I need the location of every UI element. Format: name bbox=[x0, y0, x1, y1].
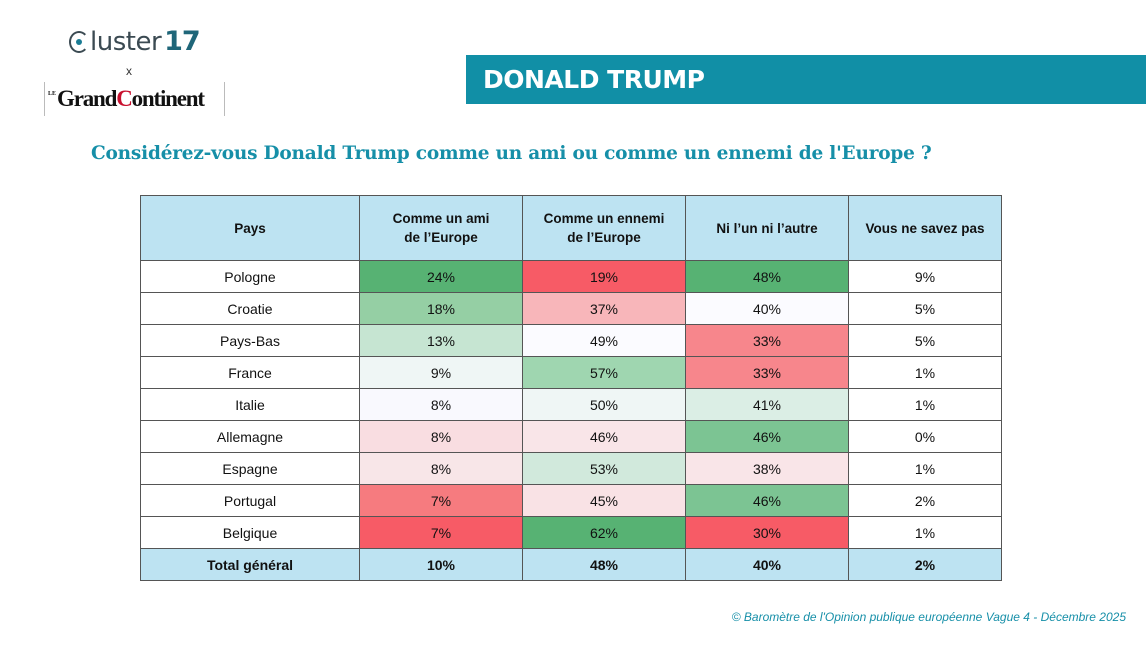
value-cell: 53% bbox=[522, 452, 686, 485]
value-cell: 40% bbox=[685, 292, 849, 325]
table-row: Italie 8% 50% 41% 1% bbox=[140, 388, 1002, 421]
column-header-line: de l’Europe bbox=[567, 230, 641, 245]
value-cell: 13% bbox=[359, 324, 523, 357]
table-row: Allemagne 8% 46% 46% 0% bbox=[140, 420, 1002, 453]
total-value-cell: 48% bbox=[522, 548, 686, 581]
total-label: Total général bbox=[140, 548, 360, 581]
value-cell: 18% bbox=[359, 292, 523, 325]
cluster-c-icon bbox=[69, 31, 89, 53]
country-cell: Portugal bbox=[140, 484, 360, 517]
value-cell: 1% bbox=[848, 356, 1002, 389]
table-row: Pays-Bas 13% 49% 33% 5% bbox=[140, 324, 1002, 357]
table-row: France 9% 57% 33% 1% bbox=[140, 356, 1002, 389]
value-cell: 46% bbox=[522, 420, 686, 453]
column-header-line: de l’Europe bbox=[404, 230, 478, 245]
value-cell: 1% bbox=[848, 516, 1002, 549]
source-footer: © Baromètre de l'Opinion publique europé… bbox=[731, 610, 1126, 624]
value-cell: 48% bbox=[685, 260, 849, 293]
value-cell: 9% bbox=[359, 356, 523, 389]
country-cell: Pologne bbox=[140, 260, 360, 293]
country-cell: Croatie bbox=[140, 292, 360, 325]
value-cell: 33% bbox=[685, 324, 849, 357]
country-cell: Pays-Bas bbox=[140, 324, 360, 357]
value-cell: 19% bbox=[522, 260, 686, 293]
value-cell: 50% bbox=[522, 388, 686, 421]
column-header-line: Pays bbox=[234, 220, 266, 236]
country-cell: Belgique bbox=[140, 516, 360, 549]
column-header-line: Ni l’un ni l’autre bbox=[716, 220, 818, 236]
value-cell: 24% bbox=[359, 260, 523, 293]
value-cell: 9% bbox=[848, 260, 1002, 293]
total-row: Total général 10% 48% 40% 2% bbox=[140, 548, 1002, 581]
table-body: Pologne 24% 19% 48% 9% Croatie 18% 37% 40% 5% Pays… bbox=[140, 260, 1002, 581]
country-cell: Espagne bbox=[140, 452, 360, 485]
country-cell: France bbox=[140, 356, 360, 389]
total-value-cell: 2% bbox=[848, 548, 1002, 581]
value-cell: 62% bbox=[522, 516, 686, 549]
value-cell: 49% bbox=[522, 324, 686, 357]
value-cell: 45% bbox=[522, 484, 686, 517]
cluster-logo-number: 17 bbox=[164, 26, 201, 57]
grand-continent-wordmark: GrandContinent bbox=[57, 82, 205, 116]
country-cell: Allemagne bbox=[140, 420, 360, 453]
gc-part1: Grand bbox=[57, 86, 117, 111]
value-cell: 38% bbox=[685, 452, 849, 485]
survey-question: Considérez-vous Donald Trump comme un am… bbox=[91, 143, 932, 164]
column-header-line: Vous ne savez pas bbox=[865, 220, 985, 236]
column-header-0: Pays bbox=[140, 195, 360, 261]
banner-title: DONALD TRUMP bbox=[483, 65, 705, 94]
results-table: Pays Comme un ami de l’Europe Comme un enne… bbox=[140, 195, 1002, 581]
value-cell: 0% bbox=[848, 420, 1002, 453]
value-cell: 7% bbox=[359, 516, 523, 549]
value-cell: 8% bbox=[359, 420, 523, 453]
gc-accent-c: C bbox=[116, 86, 133, 111]
value-cell: 2% bbox=[848, 484, 1002, 517]
value-cell: 46% bbox=[685, 484, 849, 517]
value-cell: 41% bbox=[685, 388, 849, 421]
table-row: Croatie 18% 37% 40% 5% bbox=[140, 292, 1002, 325]
value-cell: 5% bbox=[848, 324, 1002, 357]
value-cell: 8% bbox=[359, 452, 523, 485]
value-cell: 33% bbox=[685, 356, 849, 389]
column-header-3: Ni l’un ni l’autre bbox=[685, 195, 849, 261]
cluster-logo-text: luster bbox=[90, 27, 162, 57]
value-cell: 1% bbox=[848, 388, 1002, 421]
total-value-cell: 40% bbox=[685, 548, 849, 581]
value-cell: 1% bbox=[848, 452, 1002, 485]
grand-continent-prefix: LE bbox=[48, 91, 57, 97]
grand-continent-logo: LE GrandContinent bbox=[44, 82, 225, 116]
value-cell: 8% bbox=[359, 388, 523, 421]
value-cell: 7% bbox=[359, 484, 523, 517]
column-header-1: Comme un ami de l’Europe bbox=[359, 195, 523, 261]
table-header-row: Pays Comme un ami de l’Europe Comme un enne… bbox=[140, 195, 1002, 261]
value-cell: 30% bbox=[685, 516, 849, 549]
value-cell: 37% bbox=[522, 292, 686, 325]
column-header-4: Vous ne savez pas bbox=[848, 195, 1002, 261]
column-header-line: Comme un ami bbox=[392, 211, 490, 226]
title-banner: DONALD TRUMP bbox=[466, 55, 1146, 104]
table-row: Espagne 8% 53% 38% 1% bbox=[140, 452, 1002, 485]
value-cell: 57% bbox=[522, 356, 686, 389]
total-value-cell: 10% bbox=[359, 548, 523, 581]
column-header-2: Comme un ennemi de l’Europe bbox=[522, 195, 686, 261]
table-row: Belgique 7% 62% 30% 1% bbox=[140, 516, 1002, 549]
gc-part2: ontinent bbox=[131, 86, 205, 111]
country-cell: Italie bbox=[140, 388, 360, 421]
table-row: Portugal 7% 45% 46% 2% bbox=[140, 484, 1002, 517]
logo-separator: x bbox=[126, 64, 132, 78]
column-header-line: Comme un ennemi bbox=[543, 211, 665, 226]
value-cell: 46% bbox=[685, 420, 849, 453]
value-cell: 5% bbox=[848, 292, 1002, 325]
table-row: Pologne 24% 19% 48% 9% bbox=[140, 260, 1002, 293]
cluster17-logo: luster 17 bbox=[69, 26, 201, 58]
